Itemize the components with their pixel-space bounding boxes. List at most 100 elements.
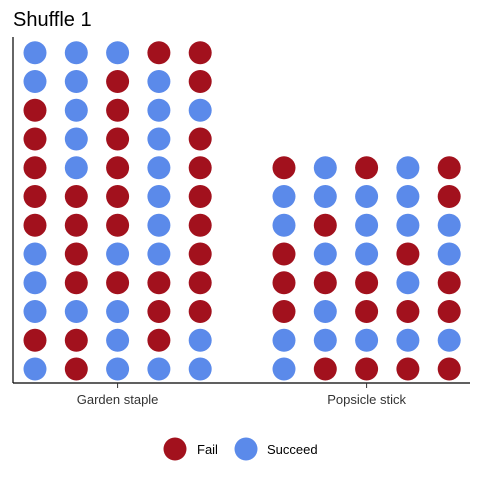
dot-fail — [23, 328, 47, 352]
chart-title: Shuffle 1 — [13, 9, 92, 31]
dot-succeed — [313, 185, 337, 208]
dot-succeed — [64, 70, 88, 93]
dot-succeed — [23, 242, 47, 266]
dot-fail — [396, 357, 420, 381]
dot-succeed — [355, 328, 379, 352]
dot-succeed — [272, 328, 296, 352]
dot-fail — [64, 271, 88, 295]
dot-fail — [23, 185, 47, 208]
dot-succeed — [437, 213, 461, 237]
dot-succeed — [355, 242, 379, 266]
dot-fail — [272, 271, 296, 295]
dot-succeed — [106, 357, 130, 381]
dot-fail — [437, 271, 461, 295]
dot-succeed — [396, 271, 420, 295]
dot-fail — [147, 300, 171, 323]
dot-succeed — [147, 213, 171, 237]
x-axis-ticks: Garden staple Popsicle stick — [77, 383, 406, 407]
dot-succeed — [23, 41, 47, 65]
dot-fail — [396, 300, 420, 323]
dot-fail — [64, 328, 88, 352]
dot-fail — [437, 300, 461, 323]
dot-succeed — [188, 357, 212, 381]
legend-label-fail: Fail — [197, 442, 218, 457]
dot-succeed — [147, 156, 171, 180]
dot-fail — [355, 357, 379, 381]
dot-fail — [188, 127, 212, 151]
dot-succeed — [188, 328, 212, 352]
dot-succeed — [313, 242, 337, 266]
dot-fail — [64, 213, 88, 237]
dot-succeed — [23, 300, 47, 323]
x-tick-label: Popsicle stick — [327, 392, 406, 407]
dot-fail — [313, 271, 337, 295]
dot-fail — [106, 213, 130, 237]
dot-fail — [396, 242, 420, 266]
dot-fail — [106, 156, 130, 180]
dot-succeed — [147, 127, 171, 151]
legend: Fail Succeed — [163, 437, 318, 461]
dot-fail — [147, 328, 171, 352]
dot-fail — [188, 242, 212, 266]
dot-fail — [188, 156, 212, 180]
dot-succeed — [64, 98, 88, 122]
dot-succeed — [106, 300, 130, 323]
dot-fail — [437, 357, 461, 381]
dot-succeed — [396, 328, 420, 352]
dot-succeed — [147, 242, 171, 266]
dot-fail — [188, 70, 212, 93]
dot-succeed — [106, 242, 130, 266]
dot-succeed — [437, 328, 461, 352]
dot-fail — [437, 156, 461, 180]
dot-succeed — [437, 242, 461, 266]
legend-swatch-fail — [163, 437, 187, 461]
dot-succeed — [64, 156, 88, 180]
dot-fail — [106, 98, 130, 122]
dot-succeed — [313, 156, 337, 180]
dot-fail — [437, 185, 461, 208]
dot-succeed — [355, 185, 379, 208]
dot-fail — [106, 70, 130, 93]
dot-fail — [188, 41, 212, 65]
dot-succeed — [64, 300, 88, 323]
dot-succeed — [313, 328, 337, 352]
dot-fail — [64, 185, 88, 208]
dot-fail — [188, 213, 212, 237]
dot-fail — [64, 357, 88, 381]
dot-succeed — [272, 357, 296, 381]
x-tick-label: Garden staple — [77, 392, 159, 407]
dot-fail — [272, 156, 296, 180]
dot-succeed — [355, 213, 379, 237]
dot-succeed — [106, 328, 130, 352]
dot-fail — [188, 185, 212, 208]
dot-fail — [106, 185, 130, 208]
dot-fail — [313, 357, 337, 381]
dot-fail — [23, 213, 47, 237]
dot-fail — [188, 300, 212, 323]
dot-succeed — [396, 185, 420, 208]
dot-succeed — [396, 213, 420, 237]
dot-succeed — [64, 41, 88, 65]
dot-succeed — [23, 357, 47, 381]
dot-fail — [23, 98, 47, 122]
dot-fail — [23, 156, 47, 180]
dot-succeed — [23, 70, 47, 93]
dot-succeed — [106, 41, 130, 65]
dot-fail — [106, 271, 130, 295]
dot-succeed — [147, 185, 171, 208]
dots-layer — [23, 41, 461, 381]
legend-label-succeed: Succeed — [267, 442, 318, 457]
dot-succeed — [272, 213, 296, 237]
dot-succeed — [396, 156, 420, 180]
dot-succeed — [188, 98, 212, 122]
dot-fail — [147, 271, 171, 295]
dot-fail — [355, 271, 379, 295]
dot-fail — [313, 213, 337, 237]
dot-fail — [147, 41, 171, 65]
dot-succeed — [147, 98, 171, 122]
dot-succeed — [313, 300, 337, 323]
dot-fail — [188, 271, 212, 295]
dot-succeed — [272, 185, 296, 208]
dot-succeed — [147, 70, 171, 93]
